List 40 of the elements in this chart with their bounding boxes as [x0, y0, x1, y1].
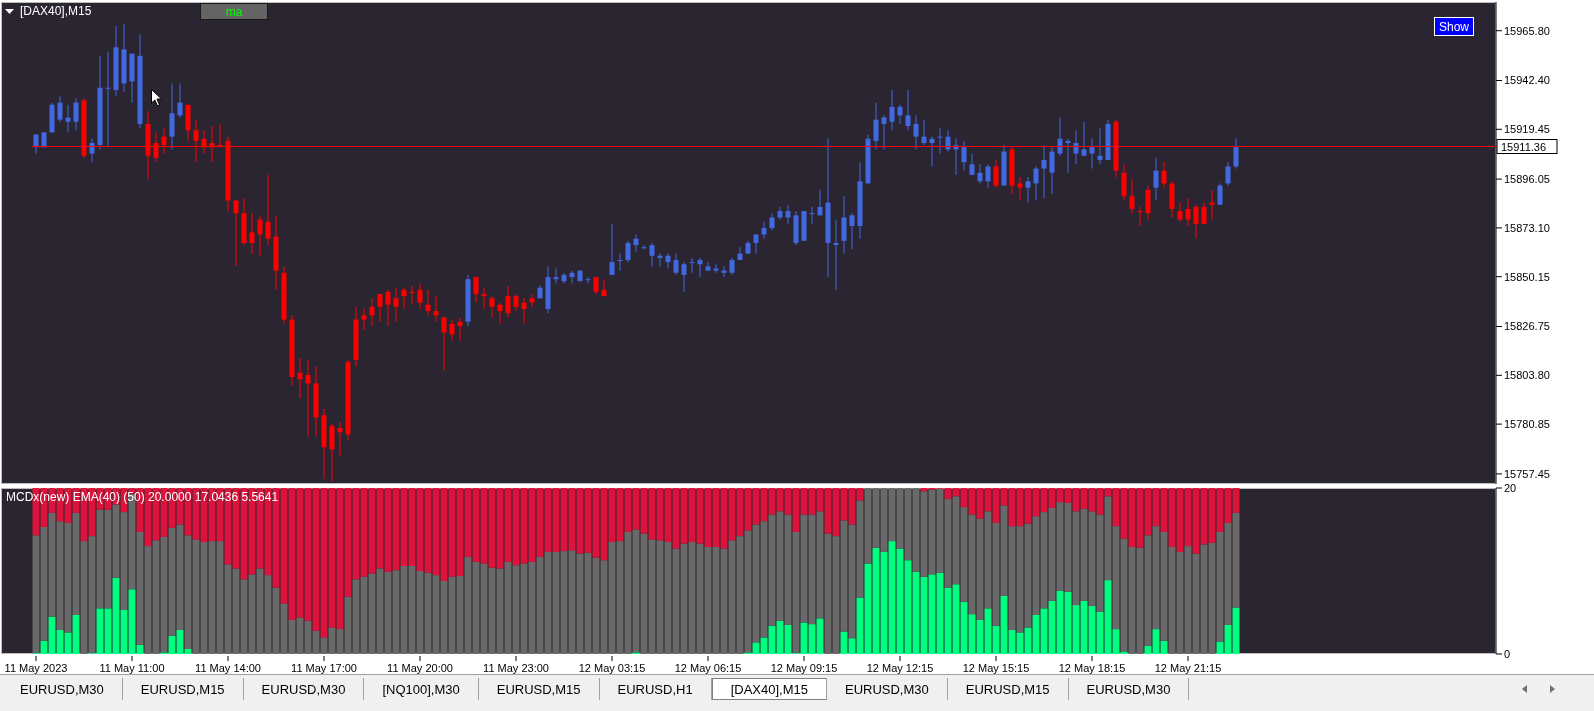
text: EURUSD,M15: [478, 678, 600, 700]
x-tick-label: 11 May 23:00: [483, 662, 549, 674]
x-tick-label: 11 May 17:00: [291, 662, 357, 674]
y-tick-label: 15942.40: [1504, 74, 1550, 87]
text: EURUSD,H1: [599, 678, 712, 700]
y-tick-label: 15826.75: [1504, 320, 1550, 333]
y-tick-label: 15780.85: [1504, 418, 1550, 431]
y-tick-label: 20: [1504, 481, 1517, 494]
x-tick-label: 12 May 21:15: [1154, 662, 1222, 674]
y-tick-label: 0: [1504, 647, 1511, 660]
text: EURUSD,M30: [2, 678, 123, 700]
y-tick-label: 15896.05: [1504, 172, 1550, 185]
text: [NQ100],M30: [364, 678, 479, 700]
ref-line-label: 15911.36: [1501, 140, 1547, 153]
y-tick-label: 15873.10: [1504, 221, 1550, 234]
x-tick-label: 11 May 20:00: [387, 662, 453, 674]
text: EURUSD,M30: [243, 678, 365, 700]
x-tick-label: 12 May 15:15: [962, 662, 1030, 674]
text: EURUSD,M30: [1068, 678, 1190, 700]
y-tick-label: 15803.80: [1504, 369, 1550, 382]
y-tick-label: 15757.45: [1504, 467, 1550, 480]
y-tick-label: 15919.45: [1504, 123, 1550, 136]
button: ma: [200, 3, 268, 20]
y-tick-label: 15965.80: [1504, 24, 1550, 37]
x-tick-label: 12 May 03:15: [578, 662, 646, 674]
x-tick-label: 12 May 06:15: [674, 662, 742, 674]
button: Show: [1434, 17, 1474, 36]
text: EURUSD,M15: [122, 678, 244, 700]
text: EURUSD,M30: [826, 678, 948, 700]
x-tick-label: 11 May 14:00: [195, 662, 261, 674]
x-tick-label: 12 May 12:15: [866, 662, 934, 674]
x-tick-label: 12 May 18:15: [1058, 662, 1126, 674]
chart-title: [DAX40],M15: [20, 4, 92, 18]
text: [DAX40],M15: [711, 678, 827, 700]
chart-title: MCDx(new) EMA(40) (50) 20.0000 17.0436 5.5641: [6, 490, 279, 504]
x-tick-label: 11 May 11:00: [99, 662, 165, 674]
y-tick-label: 15850.15: [1504, 270, 1550, 283]
x-tick-label: 12 May 09:15: [770, 662, 838, 674]
x-tick-label: 11 May 2023: [4, 662, 68, 674]
text: EURUSD,M15: [947, 678, 1069, 700]
